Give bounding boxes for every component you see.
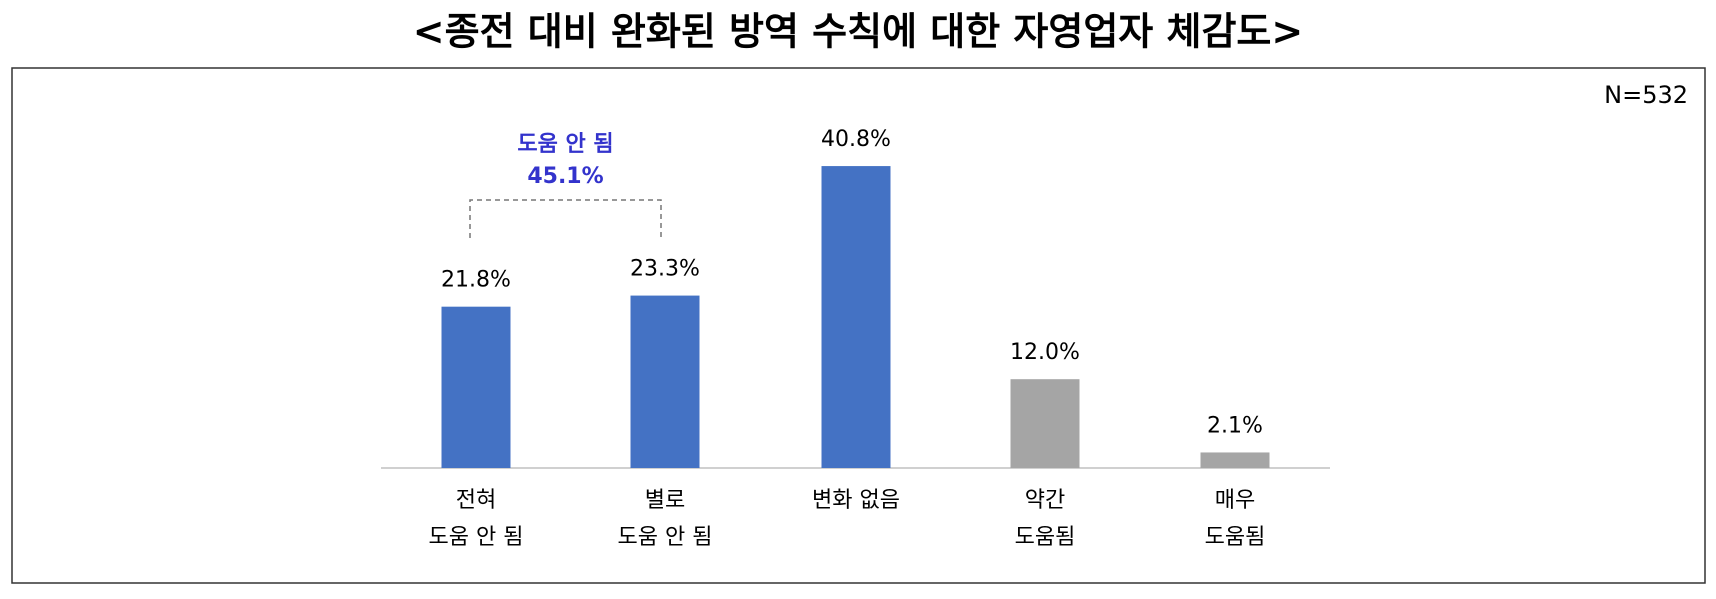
value-label: 21.8%: [441, 268, 511, 293]
x-tick-label: 도움 안 됨: [429, 525, 524, 550]
bar: [630, 295, 700, 468]
x-tick-label: 약간: [1025, 488, 1065, 513]
value-label: 2.1%: [1207, 413, 1263, 438]
value-label: 23.3%: [630, 257, 700, 282]
x-tick-label: 변화 없음: [812, 488, 900, 513]
sample-note: N=532: [1604, 81, 1688, 109]
bar: [1200, 452, 1270, 468]
value-label: 40.8%: [821, 127, 891, 152]
chart-title: <종전 대비 완화된 방역 수칙에 대한 자영업자 체감도>: [413, 10, 1303, 54]
x-tick-label: 별로: [645, 488, 685, 513]
x-tick-label: 매우: [1215, 488, 1255, 513]
bar: [1010, 379, 1080, 468]
bar: [821, 166, 891, 468]
chart-frame: [11, 67, 1706, 584]
x-tick-label: 도움됨: [1205, 525, 1266, 550]
annotation-bracket: [469, 199, 662, 238]
x-tick-label: 도움됨: [1015, 525, 1076, 550]
bar: [441, 306, 511, 468]
annotation-text: 45.1%: [527, 164, 603, 189]
x-tick-label: 전혀: [456, 488, 496, 513]
value-label: 12.0%: [1010, 340, 1080, 365]
annotation-text: 도움 안 됨: [517, 132, 613, 157]
x-tick-label: 도움 안 됨: [618, 525, 713, 550]
